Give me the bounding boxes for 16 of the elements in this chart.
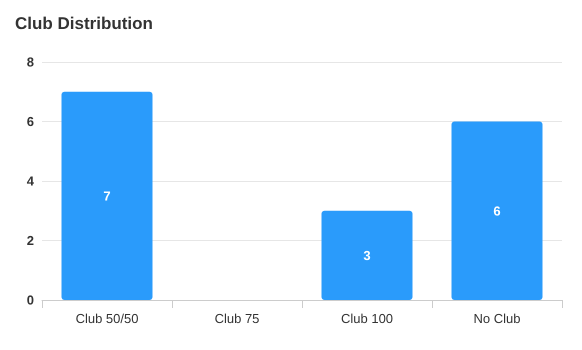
bar — [452, 122, 542, 300]
bar — [322, 210, 412, 300]
y-tick-label: 4 — [26, 174, 35, 188]
x-tick-label: No Club — [474, 311, 520, 326]
data-label: 3 — [363, 248, 371, 263]
x-tick-label: Club 50/50 — [76, 311, 138, 326]
data-label: 6 — [493, 203, 501, 218]
bar — [62, 92, 152, 300]
y-tick-label: 2 — [26, 233, 34, 248]
data-label: 7 — [103, 188, 111, 204]
y-tick-label: 0 — [26, 292, 34, 308]
y-tick-label: 8 — [26, 54, 34, 70]
chart-title: Club Distribution — [15, 14, 153, 33]
y-tick-label: 6 — [26, 114, 34, 129]
x-tick-label: Club 75 — [214, 311, 260, 326]
x-tick-label: Club 100 — [340, 311, 394, 326]
